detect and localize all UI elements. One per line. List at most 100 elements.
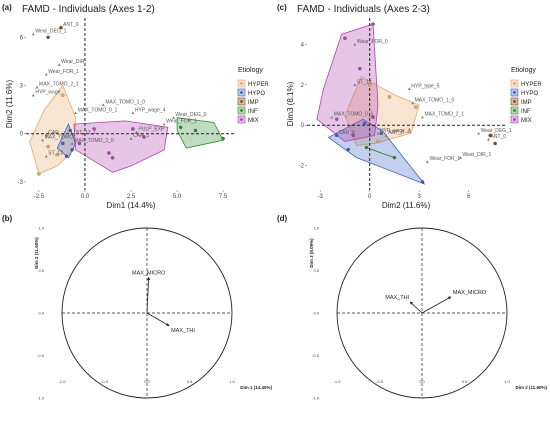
variable-point-label: CAR — [48, 130, 59, 136]
data-point — [335, 117, 339, 121]
x-tick-label: 7.5 — [219, 194, 228, 200]
variable-point-label: ST_12 — [48, 151, 63, 157]
data-point — [77, 141, 82, 146]
legend-marker — [240, 82, 243, 85]
variable-point-marker — [72, 133, 76, 137]
group-hull — [176, 117, 224, 149]
variable-point-label: ANT_0 — [63, 22, 79, 28]
y-tick-label: 0.5 — [38, 268, 44, 273]
legend-entry-label: HYPER — [248, 82, 269, 88]
data-point — [376, 139, 380, 144]
data-point — [364, 145, 369, 150]
y-tick-label: 4 — [301, 42, 305, 48]
variable-point-marker — [31, 93, 35, 97]
y-axis-label: Dim2 (11.6%) — [5, 80, 14, 129]
variable-point-label: HYP_wage_4 — [380, 128, 411, 134]
variable-point-label: HYP_wage — [35, 90, 60, 96]
y-axis-label: Dim 2 (11.60%) — [34, 237, 39, 269]
variable-point-marker — [44, 72, 48, 76]
x-tick-label: 2.5 — [127, 194, 136, 200]
data-point — [392, 155, 397, 160]
variable-point-marker — [129, 137, 133, 140]
variable-point-label: MAX_TOMO_2_1 — [39, 82, 79, 88]
y-tick-label: -1.0 — [37, 396, 45, 401]
variable-point-marker — [41, 138, 44, 142]
legend-marker — [513, 109, 516, 112]
legend-entry-label: HYPO — [521, 91, 538, 97]
data-point — [414, 105, 418, 109]
y-tick-label: 1.0 — [38, 226, 44, 231]
variable-point-marker — [101, 103, 105, 107]
variable-point-marker — [411, 101, 414, 105]
y-tick-label: 0.0 — [38, 311, 44, 316]
variable-point-marker — [35, 85, 39, 89]
x-tick-label: 5.0 — [173, 194, 182, 200]
data-point — [346, 147, 350, 152]
famd-individuals-axes-2-3-chart: (c) FAMD - Individuals (Axes 2-3) -3 0 3 6 -2 0… — [277, 3, 542, 210]
panel-b: (b) -1.0 -0.5 0.0 0.5 1.0 -1.0 -0.5 0.0 0.5 1.0 Dim… — [0, 211, 275, 422]
variable-point-marker — [421, 115, 424, 119]
data-point — [488, 133, 492, 138]
x-tick-label: 0.0 — [144, 379, 150, 384]
variable-point-marker — [353, 42, 357, 46]
variable-point-label: MAX_TOMO — [45, 135, 74, 141]
data-point — [493, 141, 497, 146]
variable-vector-label: MAX_MICRO — [453, 290, 487, 296]
variable-point-marker — [487, 138, 490, 141]
x-tick-label: -1.0 — [334, 379, 342, 384]
variable-point-marker — [459, 156, 462, 159]
variable-point-marker — [376, 131, 380, 135]
data-point — [343, 36, 347, 40]
x-tick-label: -3 — [318, 194, 324, 200]
legend-entry-label: MIX — [248, 118, 259, 124]
data-point — [371, 22, 375, 26]
variable-point-label: MAX_TOMO_0_1 — [334, 112, 374, 118]
y-tick-label: 0 — [20, 132, 24, 138]
variable-point-label: Wear_DIR — [61, 59, 85, 65]
y-tick-label: -0.5 — [37, 353, 45, 358]
legend-title: Etiology — [238, 67, 263, 74]
variable-point-label: CAR_1 — [133, 133, 149, 139]
chart-title: FAMD - Individuals (Axes 1-2) — [22, 4, 155, 15]
correlation-circle-dim1-dim2: (b) -1.0 -0.5 0.0 0.5 1.0 -1.0 -0.5 0.0 0.5 1.0 Dim… — [2, 214, 272, 401]
x-tick-label: 0 — [368, 194, 372, 200]
panel-label: (c) — [277, 3, 287, 12]
variable-point-marker — [171, 116, 175, 119]
y-tick-label: -0.5 — [312, 353, 320, 358]
variable-point-marker — [330, 115, 334, 119]
variable-point-marker — [57, 63, 61, 66]
variable-point-marker — [44, 133, 48, 137]
data-point — [46, 144, 50, 149]
legend-entry-label: IMP — [248, 100, 259, 106]
variable-point-marker — [131, 111, 135, 115]
group-hull — [29, 84, 77, 175]
legend-entry-label: MIX — [521, 118, 532, 124]
y-tick-label: 3 — [20, 84, 24, 90]
variable-point-label: ST_12 — [357, 79, 372, 85]
legend-entry-label: IMP — [521, 100, 532, 106]
data-point — [61, 93, 65, 97]
x-axis-label: Dim1 (14.4%) — [107, 201, 156, 210]
x-tick-label: 0.0 — [81, 194, 90, 200]
data-point — [92, 127, 96, 131]
panel-label: (a) — [2, 3, 12, 12]
variable-vector — [421, 296, 452, 314]
x-tick-label: -2.5 — [34, 194, 45, 200]
legend-marker — [240, 100, 243, 103]
x-tick-label: 1.0 — [229, 379, 235, 384]
variable-point-marker — [162, 122, 166, 126]
group-hull — [366, 147, 395, 158]
data-point — [46, 35, 50, 39]
variable-point-label: ANT_0 — [491, 134, 507, 140]
correlation-circle-dim2-dim3: (d) -1.0 -0.5 0.0 0.5 1.0 -1.0 -0.5 0.0 0.5 1.0 Dim… — [277, 214, 548, 401]
y-tick-label: 0 — [301, 123, 305, 129]
legend-marker — [513, 91, 516, 94]
variable-point-marker — [407, 87, 411, 91]
y-axis-label: Dim3 (8.1%) — [286, 81, 295, 126]
y-tick-label: 2 — [301, 83, 305, 89]
y-tick-label: 0.5 — [313, 268, 319, 273]
x-tick-label: -1.0 — [59, 379, 67, 384]
legend-entry-label: INF — [521, 109, 531, 115]
data-point — [407, 129, 411, 134]
data-point — [358, 66, 362, 71]
